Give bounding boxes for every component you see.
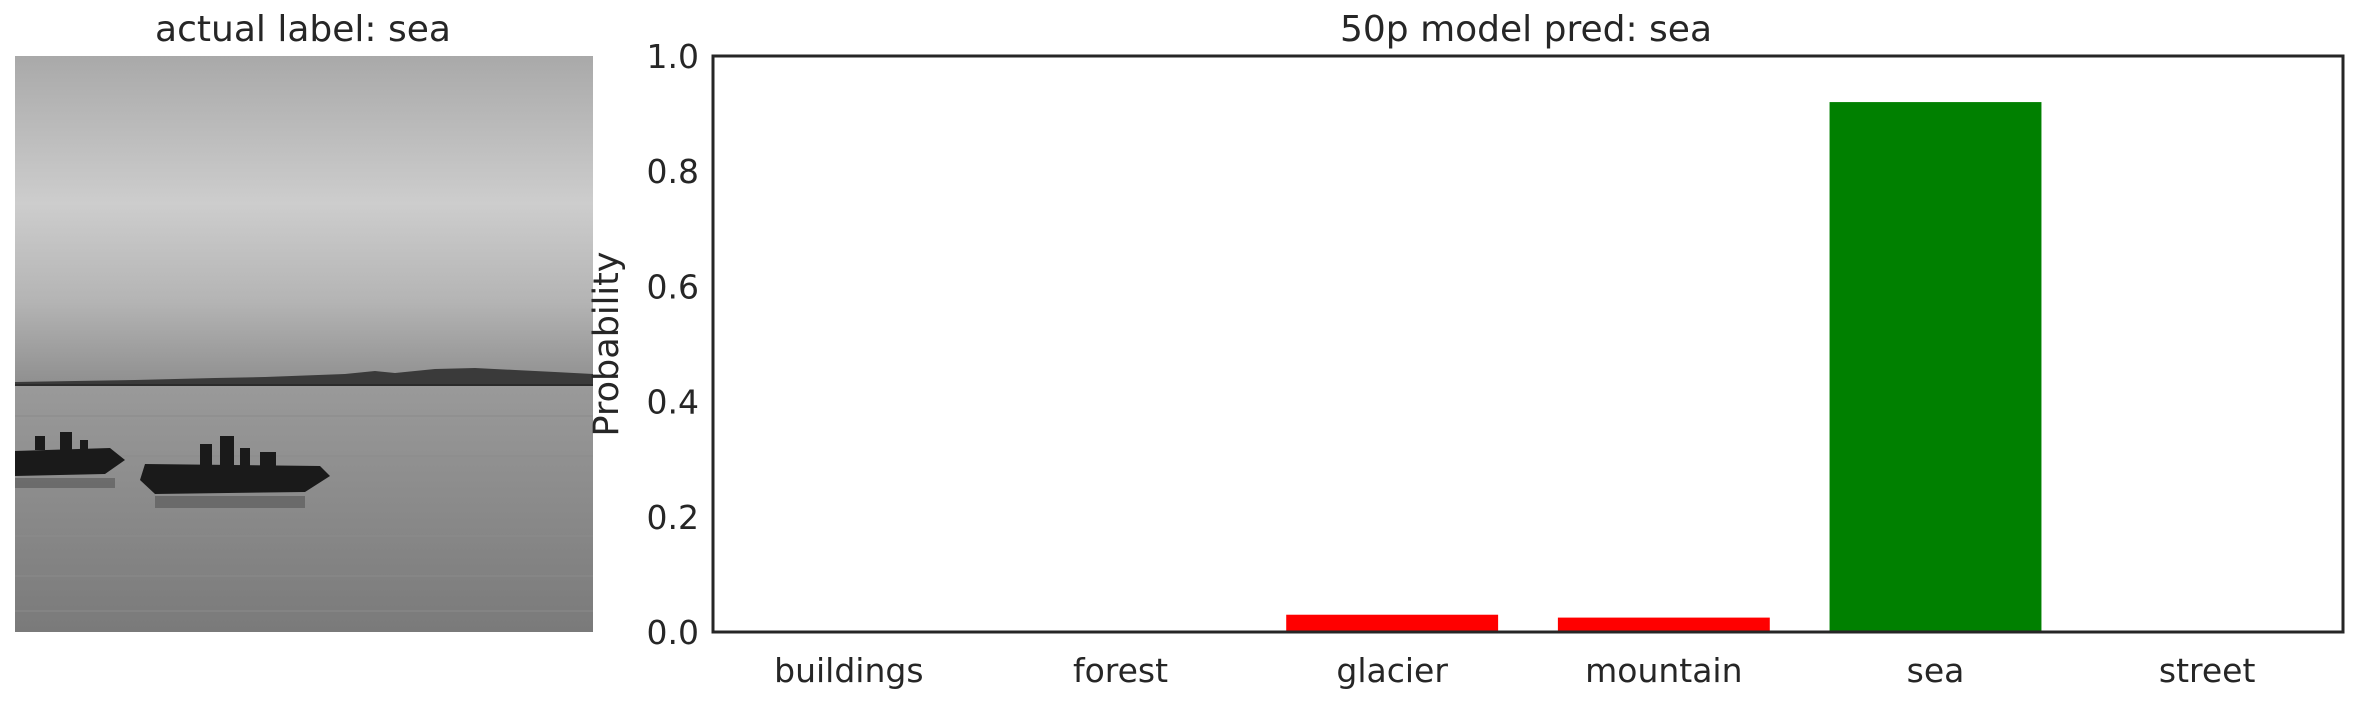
x-tick-label-mountain: mountain [1585, 651, 1742, 690]
x-tick-labels: buildings forest glacier mountain sea street [774, 651, 2255, 690]
y-tick-label: 0.8 [647, 152, 699, 191]
y-tick-label: 0.2 [647, 498, 699, 537]
sample-photo [15, 56, 593, 632]
bar-glacier [1286, 614, 1499, 632]
x-tick-label-buildings: buildings [774, 651, 923, 690]
y-axis-label: Probability [587, 251, 627, 436]
plot-frame [711, 54, 2345, 634]
chart-title: 50p model pred: sea [1339, 9, 1713, 50]
y-tick-label: 0.4 [647, 383, 699, 422]
bars-layer [1286, 102, 2042, 632]
x-tick-label-street: street [2159, 651, 2256, 690]
bar-mountain [1557, 617, 1770, 632]
x-tick-label-glacier: glacier [1336, 651, 1448, 690]
bar-sea [1829, 102, 2042, 632]
boats-at-sea-image [15, 56, 593, 632]
y-tick-label: 0.6 [647, 267, 699, 306]
image-title: actual label: sea [155, 9, 451, 50]
y-tick-labels: 0.0 0.2 0.4 0.6 0.8 1.0 [647, 37, 699, 652]
x-tick-label-forest: forest [1073, 651, 1168, 690]
y-tick-label: 0.0 [647, 613, 699, 652]
y-tick-label: 1.0 [647, 37, 699, 76]
x-tick-label-sea: sea [1907, 651, 1965, 690]
